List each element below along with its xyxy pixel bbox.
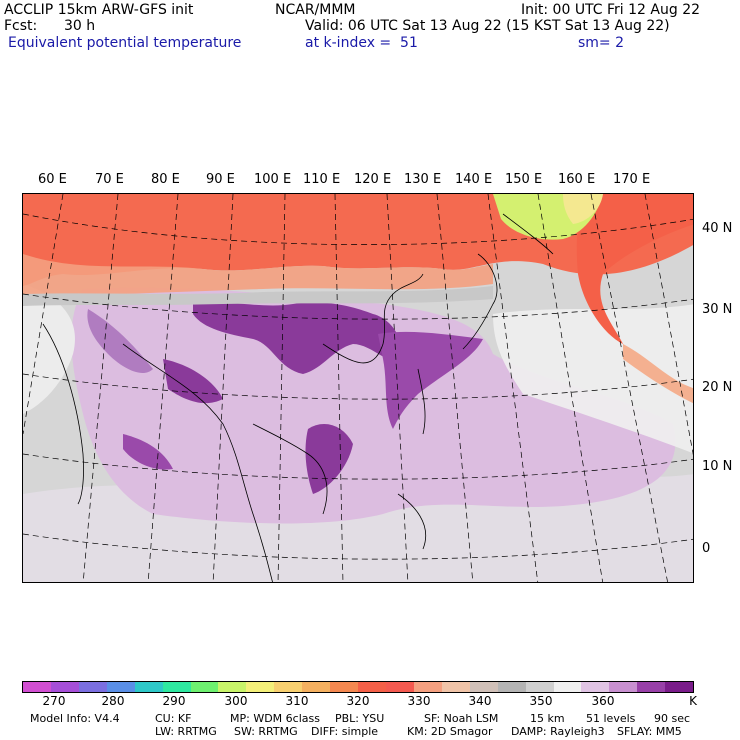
colorbar-swatch	[413, 682, 442, 692]
colorbar-label: 320	[346, 694, 370, 708]
lon-label: 90 E	[206, 172, 235, 187]
grey-transition	[23, 286, 493, 306]
pbl-scheme: PBL: YSU	[335, 712, 385, 725]
colorbar-label: 360	[591, 694, 615, 708]
colorbar-swatch	[330, 682, 359, 692]
colorbar-swatch	[78, 682, 107, 692]
colorbar-label: 290	[162, 694, 186, 708]
init-time: Init: 00 UTC Fri 12 Aug 22	[521, 2, 701, 18]
surface-scheme: SF: Noah LSM	[424, 712, 499, 725]
coastlines	[42, 213, 554, 582]
lat-label: 20 N	[702, 380, 733, 395]
colorbar-swatch	[274, 682, 303, 692]
colorbar-swatch	[665, 682, 694, 692]
forecast-hours: 30 h	[64, 18, 96, 34]
mid-high-theta	[87, 309, 153, 374]
lon-label: 60 E	[38, 172, 67, 187]
colorbar-label: 310	[285, 694, 309, 708]
colorbar	[22, 681, 694, 693]
lat-label: 30 N	[702, 302, 733, 317]
lon-label: 100 E	[254, 172, 292, 187]
colorbar-swatch	[218, 682, 247, 692]
time-step: 90 sec	[654, 712, 691, 725]
high-theta-core	[305, 424, 353, 494]
field-name: Equivalent potential temperature	[8, 35, 242, 51]
colorbar-unit: K	[689, 694, 697, 708]
diffusion: DIFF: simple	[311, 725, 379, 738]
model-title: ACCLIP 15km ARW-GFS init	[4, 2, 194, 18]
lon-label: 80 E	[151, 172, 180, 187]
high-theta-core	[378, 331, 483, 429]
microphysics: MP: WDM 6class	[230, 712, 320, 725]
colorbar-swatch	[609, 682, 638, 692]
cumulus-scheme: CU: KF	[155, 712, 192, 725]
lat-label: 0	[702, 541, 711, 556]
lon-label: 170 E	[613, 172, 651, 187]
damping: DAMP: Rayleigh3	[511, 725, 605, 738]
colorbar-swatch	[553, 682, 582, 692]
shortwave-scheme: SW: RRTMG	[234, 725, 298, 738]
orange-transition	[23, 254, 493, 299]
lon-label: 120 E	[354, 172, 392, 187]
colorbar-swatch	[246, 682, 275, 692]
colorbar-label: 300	[224, 694, 248, 708]
colorbar-swatch	[385, 682, 414, 692]
colorbar-swatch	[637, 682, 666, 692]
theta-e-field	[23, 194, 693, 582]
colorbar-swatch	[134, 682, 163, 692]
valid-time: Valid: 06 UTC Sat 13 Aug 22 (15 KST Sat …	[305, 18, 670, 34]
colorbar-label: 280	[101, 694, 125, 708]
level-index: at k-index = 51	[305, 35, 418, 51]
colorbar-swatch	[581, 682, 610, 692]
colorbar-label: 340	[468, 694, 492, 708]
colorbar-swatch	[469, 682, 498, 692]
colorbar-label: 350	[529, 694, 553, 708]
vertical-levels: 51 levels	[586, 712, 636, 725]
longwave-scheme: LW: RRTMG	[155, 725, 217, 738]
high-theta-core	[123, 434, 173, 470]
colorbar-label: 330	[407, 694, 431, 708]
lon-label: 150 E	[505, 172, 543, 187]
colorbar-swatch	[302, 682, 331, 692]
forecast-label: Fcst:	[4, 18, 38, 34]
map-panel	[22, 193, 694, 583]
warm-pacific-tail	[623, 344, 693, 404]
lon-label: 110 E	[303, 172, 341, 187]
colorbar-swatch	[23, 682, 51, 692]
km-option: KM: 2D Smagor	[407, 725, 493, 738]
lat-label: 40 N	[702, 221, 733, 236]
grid-spacing: 15 km	[530, 712, 565, 725]
lon-label: 130 E	[404, 172, 442, 187]
org-label: NCAR/MMM	[275, 2, 356, 18]
lon-label: 140 E	[455, 172, 493, 187]
colorbar-swatch	[525, 682, 554, 692]
lat-label: 10 N	[702, 459, 733, 474]
colorbar-swatch	[50, 682, 79, 692]
high-theta-core	[163, 359, 223, 404]
lon-label: 160 E	[558, 172, 596, 187]
colorbar-label: 270	[42, 694, 66, 708]
colorbar-swatch	[106, 682, 135, 692]
colorbar-swatch	[358, 682, 386, 692]
smoothing: sm= 2	[578, 35, 625, 51]
pale-region-west	[23, 284, 75, 414]
surface-layer: SFLAY: MM5	[617, 725, 682, 738]
colorbar-swatch	[190, 682, 219, 692]
pale-region	[493, 304, 693, 454]
high-theta-core	[193, 302, 402, 374]
colorbar-swatch	[162, 682, 191, 692]
mid-theta-region	[71, 287, 676, 524]
lon-label: 70 E	[95, 172, 124, 187]
cool-ne-core	[563, 194, 603, 224]
colorbar-swatch	[441, 682, 470, 692]
graticule	[23, 194, 693, 582]
colorbar-swatch	[497, 682, 526, 692]
model-version: Model Info: V4.4	[30, 712, 120, 725]
